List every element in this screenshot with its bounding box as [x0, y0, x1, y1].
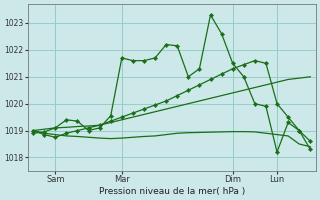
X-axis label: Pression niveau de la mer( hPa ): Pression niveau de la mer( hPa ): [99, 187, 245, 196]
